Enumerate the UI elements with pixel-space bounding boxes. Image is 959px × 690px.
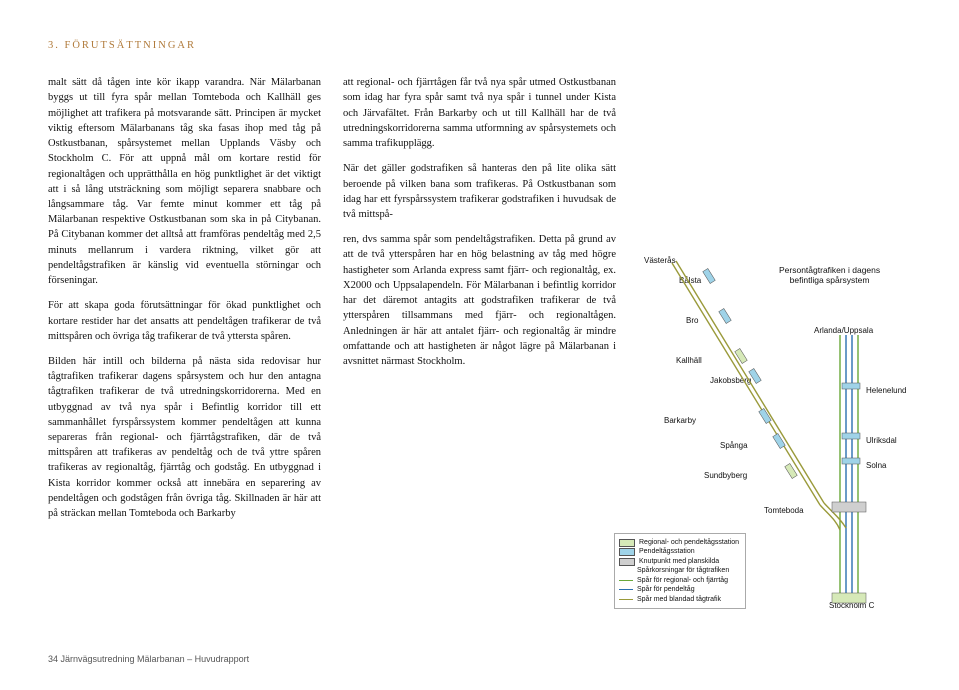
legend-label: Spår med blandad tågtrafik (637, 595, 721, 604)
legend-row: Regional- och pendeltågsstation (619, 538, 739, 547)
legend-row: Spår med blandad tågtrafik (619, 595, 739, 604)
page-footer: 34 Järnvägsutredning Mälarbanan – Huvudr… (48, 653, 249, 666)
paragraph: ren, dvs samma spår som pendeltågstrafik… (343, 232, 616, 369)
paragraph: att regional- och fjärrtågen får två nya… (343, 75, 616, 151)
legend-label: Regional- och pendeltågsstation (639, 538, 739, 547)
paragraph: När det gäller godstrafiken så hanteras … (343, 161, 616, 222)
track-diagram: Persontågtrafiken i dagens befintliga sp… (604, 255, 924, 635)
legend-label: Spårkorsningar för tågtrafiken (637, 566, 729, 575)
paragraph: För att skapa goda förutsättningar för ö… (48, 298, 321, 344)
legend-label: Pendeltågsstation (639, 547, 695, 556)
legend-row: Knutpunkt med planskilda (619, 557, 739, 566)
legend-row: Spår för pendeltåg (619, 585, 739, 594)
legend-label: Knutpunkt med planskilda (639, 557, 719, 566)
legend-row: Spår för regional- och fjärrtåg (619, 576, 739, 585)
legend: Regional- och pendeltågsstation Pendeltå… (614, 533, 746, 609)
paragraph: malt sätt då tågen inte kör ikapp varand… (48, 75, 321, 288)
legend-row: Pendeltågsstation (619, 547, 739, 556)
section-heading: 3. FÖRUTSÄTTNINGAR (48, 38, 911, 53)
paragraph: Bilden här intill och bilderna på nästa … (48, 354, 321, 521)
legend-label: Spår för pendeltåg (637, 585, 695, 594)
legend-label: Spår för regional- och fjärrtåg (637, 576, 728, 585)
legend-row: Spårkorsningar för tågtrafiken (619, 566, 739, 575)
